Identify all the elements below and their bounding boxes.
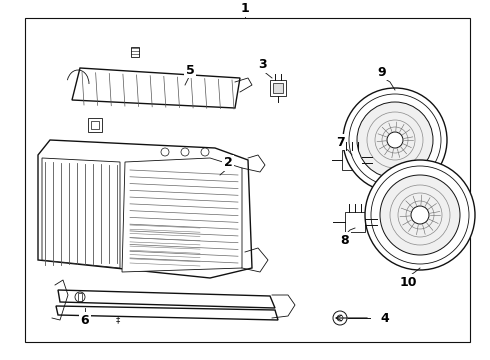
Polygon shape [56, 306, 278, 320]
Bar [345, 212, 365, 232]
Text: 3: 3 [258, 58, 266, 72]
Text: ‡: ‡ [116, 315, 120, 324]
Circle shape [380, 175, 460, 255]
Circle shape [75, 292, 85, 302]
Circle shape [411, 206, 429, 224]
Circle shape [161, 148, 169, 156]
Polygon shape [72, 68, 240, 108]
Text: 1: 1 [241, 3, 249, 15]
Circle shape [349, 94, 441, 186]
Circle shape [333, 311, 347, 325]
Bar [342, 150, 362, 170]
Text: 1: 1 [240, 3, 250, 18]
Polygon shape [42, 158, 120, 268]
Text: 9: 9 [378, 66, 386, 78]
Circle shape [343, 88, 447, 192]
Circle shape [371, 166, 469, 264]
Bar [273, 83, 283, 93]
Text: 4: 4 [381, 311, 390, 324]
Bar [91, 121, 99, 129]
Circle shape [357, 102, 433, 178]
Circle shape [181, 148, 189, 156]
Polygon shape [122, 158, 242, 272]
Polygon shape [58, 290, 275, 308]
Text: 7: 7 [336, 135, 344, 148]
Bar [78, 293, 82, 301]
Text: 6: 6 [81, 314, 89, 327]
Circle shape [365, 160, 475, 270]
Polygon shape [38, 140, 252, 278]
Bar [270, 80, 286, 96]
Text: 10: 10 [399, 275, 417, 288]
Circle shape [201, 148, 209, 156]
Text: 5: 5 [186, 63, 195, 77]
Text: 8: 8 [341, 234, 349, 247]
Bar [88, 118, 102, 132]
Bar [131, 47, 139, 57]
Circle shape [387, 132, 403, 148]
Text: 2: 2 [223, 157, 232, 170]
Circle shape [337, 315, 343, 321]
